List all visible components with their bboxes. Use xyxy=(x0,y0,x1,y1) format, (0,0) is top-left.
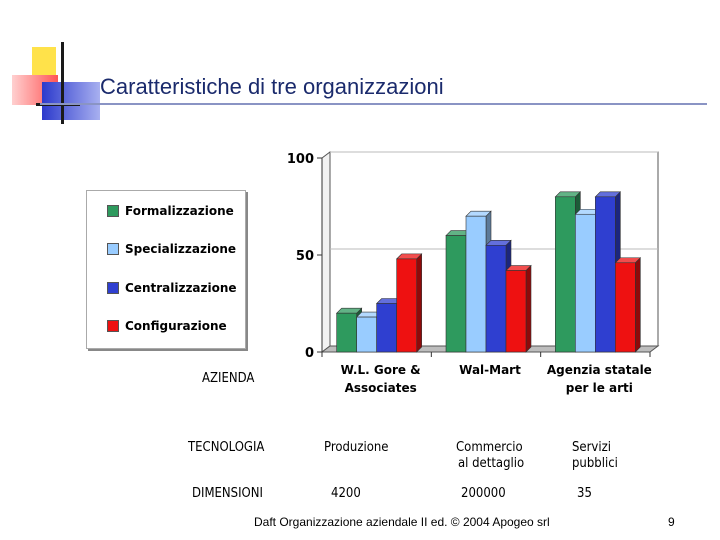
corner-blue-square xyxy=(42,82,100,120)
title-underline xyxy=(40,103,707,105)
bar-specializzazione-2 xyxy=(465,215,487,353)
legend-label: Formalizzazione xyxy=(125,204,234,218)
cell-line: Commercio xyxy=(456,440,523,455)
bar-formalizzazione-3 xyxy=(555,196,576,353)
bar-centralizzazione-2 xyxy=(485,245,507,353)
corner-vertical-line xyxy=(61,42,64,124)
y-tick-label: 0 xyxy=(305,346,314,361)
bar-formalizzazione-1 xyxy=(336,312,357,353)
bar-configurazione-3-side xyxy=(635,257,641,353)
x-category-label: Agenzia statale xyxy=(547,363,652,377)
bar-configurazione-1 xyxy=(396,258,417,353)
chart-legend: Formalizzazione Specializzazione Central… xyxy=(86,190,246,349)
dimensioni-walmart: 200000 xyxy=(461,486,506,501)
slide-title: Caratteristiche di tre organizzazioni xyxy=(100,74,444,99)
x-category-label: Wal-Mart xyxy=(459,363,521,377)
cell-line: pubblici xyxy=(572,456,618,471)
bar-configurazione-1-side xyxy=(416,253,422,353)
chart-side-wall xyxy=(321,151,331,353)
bar-specializzazione-1 xyxy=(356,316,377,353)
x-category-label: per le arti xyxy=(566,381,633,395)
tecnologia-gore: Produzione xyxy=(324,440,389,456)
legend-item-formalizzazione: Formalizzazione xyxy=(107,204,234,218)
legend-item-specializzazione: Specializzazione xyxy=(107,242,236,256)
tecnologia-label: TECNOLOGIA xyxy=(188,440,265,455)
bar-configurazione-3 xyxy=(615,262,636,353)
bar-configurazione-2 xyxy=(505,270,527,353)
y-tick-label: 100 xyxy=(287,152,314,167)
legend-label: Specializzazione xyxy=(125,242,237,256)
legend-swatch-centralizzazione xyxy=(107,282,119,294)
page-number: 9 xyxy=(668,515,675,529)
bar-centralizzazione-3 xyxy=(595,196,616,353)
x-category-label: Associates xyxy=(345,381,417,395)
cell-line: Produzione xyxy=(324,440,389,455)
azienda-label: AZIENDA xyxy=(202,371,255,386)
dimensioni-gore: 4200 xyxy=(331,486,361,501)
legend-label: Centralizzazione xyxy=(125,281,237,295)
dimensioni-agenzia: 35 xyxy=(577,486,592,501)
y-tick-label: 50 xyxy=(296,249,314,264)
legend-swatch-formalizzazione xyxy=(107,205,119,217)
bar-centralizzazione-1 xyxy=(376,303,397,353)
bar-specializzazione-3 xyxy=(575,213,596,353)
legend-swatch-configurazione xyxy=(107,320,119,332)
bar-chart: 0 50 100 W.L. Gore & Associates Wal-Mart Agenz… xyxy=(287,151,660,395)
cell-line: Servizi xyxy=(572,440,611,455)
bar-configurazione-2-side xyxy=(525,264,532,353)
footer-text: Daft Organizzazione aziendale II ed. © 2… xyxy=(254,515,550,529)
legend-label: Configurazione xyxy=(125,319,227,333)
bar-formalizzazione-2 xyxy=(445,235,467,353)
dimensioni-label: DIMENSIONI xyxy=(192,486,263,501)
cell-line: al dettaglio xyxy=(458,456,525,471)
legend-item-configurazione: Configurazione xyxy=(107,319,227,333)
tecnologia-agenzia: Servizi pubblici xyxy=(572,440,618,472)
tecnologia-walmart: Commercio al dettaglio xyxy=(456,440,524,472)
legend-swatch-specializzazione xyxy=(107,243,119,255)
legend-item-centralizzazione: Centralizzazione xyxy=(107,281,237,295)
x-category-label: W.L. Gore & xyxy=(341,363,421,377)
